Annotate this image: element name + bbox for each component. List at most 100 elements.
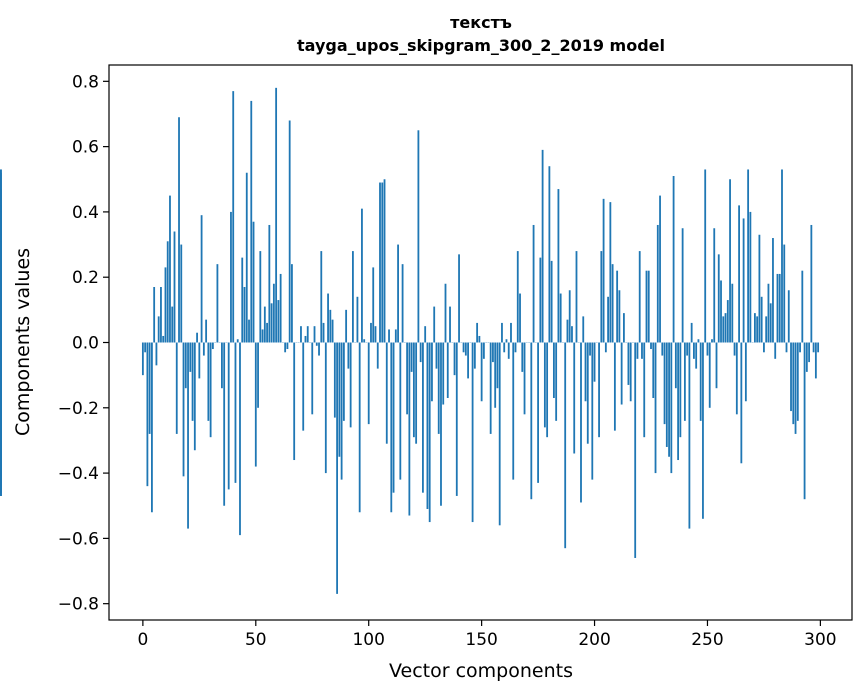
bar	[428, 342, 431, 523]
bar	[261, 329, 264, 343]
bar	[333, 342, 336, 418]
bar	[259, 251, 262, 343]
bar	[516, 251, 519, 343]
bar	[778, 273, 781, 343]
bar	[652, 342, 655, 398]
bar	[318, 342, 320, 356]
bar	[539, 257, 542, 343]
y-tick-label: 0.8	[72, 72, 99, 92]
bar	[654, 342, 657, 474]
bar	[232, 91, 235, 343]
bar	[801, 270, 804, 343]
bar	[537, 342, 539, 483]
bar	[656, 224, 659, 343]
bar	[455, 342, 458, 496]
bar	[250, 100, 253, 343]
bar	[519, 293, 521, 343]
bar	[726, 300, 729, 343]
bar	[650, 342, 652, 350]
bar	[279, 273, 282, 343]
bar	[379, 182, 381, 343]
bar	[498, 342, 501, 526]
bar	[783, 244, 786, 343]
chart-title: текстъ	[450, 13, 512, 32]
bar	[812, 342, 815, 353]
bar	[665, 342, 668, 447]
bar	[241, 257, 244, 343]
bar	[799, 342, 801, 353]
bar	[388, 329, 390, 343]
bar	[164, 267, 167, 343]
bar	[417, 130, 420, 343]
bar	[221, 342, 223, 389]
bar	[668, 342, 670, 457]
bar	[144, 342, 147, 353]
x-tick-label: 200	[578, 630, 610, 650]
bar	[0, 241, 2, 343]
bar	[277, 300, 280, 343]
bar	[202, 342, 205, 356]
bar	[248, 319, 250, 343]
bar	[410, 342, 413, 372]
bar	[492, 342, 494, 363]
bar	[670, 342, 673, 474]
bar	[627, 342, 630, 385]
bar	[453, 342, 456, 376]
bar	[148, 342, 151, 434]
bar	[580, 342, 582, 503]
bar	[146, 342, 149, 487]
bar	[239, 342, 241, 536]
bar	[347, 342, 350, 369]
bar	[205, 319, 208, 343]
bar	[440, 342, 442, 506]
bar	[731, 283, 734, 343]
bar	[383, 179, 386, 343]
bar	[268, 224, 271, 343]
bar	[230, 211, 232, 343]
bar	[796, 342, 799, 421]
bar	[740, 342, 743, 464]
bar	[437, 342, 440, 434]
bar	[677, 342, 680, 461]
bar	[735, 342, 738, 415]
bar	[760, 296, 763, 343]
bar	[496, 342, 499, 389]
bar	[695, 342, 698, 369]
bar	[785, 342, 788, 353]
bar	[552, 342, 555, 398]
bar	[501, 322, 503, 343]
bar	[399, 342, 402, 480]
bar	[548, 166, 551, 343]
bar	[243, 287, 246, 343]
bar	[749, 211, 752, 343]
bar	[772, 238, 774, 343]
bar	[593, 342, 596, 382]
bar	[473, 342, 476, 369]
bar	[426, 342, 429, 509]
x-axis-label: Vector components	[389, 660, 573, 682]
bar	[530, 342, 533, 500]
bar	[742, 218, 745, 343]
x-tick-label: 300	[804, 630, 836, 650]
bar	[306, 326, 309, 343]
bar	[227, 342, 230, 490]
bar	[805, 342, 808, 372]
bar	[503, 342, 506, 353]
bar	[808, 342, 810, 363]
bar	[774, 342, 777, 359]
bar	[591, 342, 594, 480]
bar	[814, 342, 817, 379]
bar	[729, 179, 731, 343]
bar	[618, 290, 621, 343]
bar	[638, 251, 641, 343]
bar	[467, 342, 469, 379]
bar	[327, 293, 329, 343]
bar	[641, 342, 643, 359]
bar	[336, 342, 338, 594]
bar	[792, 342, 795, 425]
bar	[363, 339, 366, 343]
bar	[311, 342, 314, 415]
bar	[787, 290, 790, 343]
bar	[532, 224, 535, 343]
